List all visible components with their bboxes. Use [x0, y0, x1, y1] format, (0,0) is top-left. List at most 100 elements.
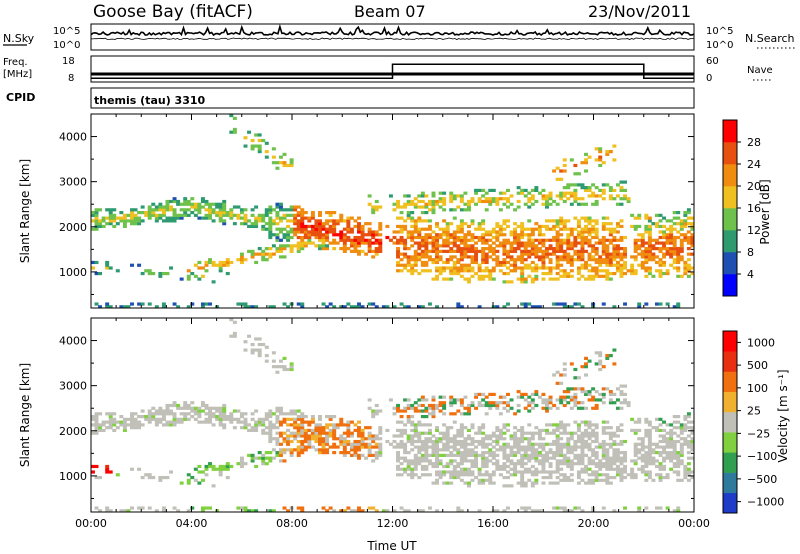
- velocity-cell: [584, 420, 588, 424]
- velocity-cell: [640, 448, 645, 452]
- power-cell: [325, 211, 330, 215]
- velocity-cell: [456, 473, 461, 477]
- power-cell: [647, 247, 652, 251]
- velocity-cell: [559, 506, 564, 510]
- power-cell: [378, 249, 383, 253]
- power-cell: [282, 161, 287, 165]
- power-cell: [552, 249, 557, 253]
- velocity-cell: [399, 506, 404, 510]
- velocity-cell: [424, 445, 429, 449]
- power-cell: [647, 269, 652, 273]
- power-cell: [105, 222, 110, 226]
- velocity-cell: [488, 401, 493, 405]
- power-cell: [137, 219, 142, 223]
- power-cell: [477, 224, 482, 229]
- velocity-cell: [417, 459, 422, 463]
- power-cell: [644, 255, 649, 259]
- power-cell: [222, 219, 227, 223]
- velocity-cell: [296, 448, 301, 452]
- power-cell: [644, 302, 649, 306]
- velocity-cell: [601, 426, 606, 430]
- velocity-cell: [474, 392, 479, 396]
- power-cell: [303, 227, 308, 231]
- velocity-cell: [591, 434, 596, 438]
- power-cell: [261, 258, 266, 262]
- velocity-cell: [427, 423, 432, 427]
- velocity-cell: [584, 392, 588, 396]
- velocity-cell: [364, 437, 369, 441]
- power-cell: [488, 271, 493, 276]
- power-cell: [591, 274, 596, 278]
- velocity-cell: [218, 409, 223, 413]
- power-cell: [200, 197, 205, 201]
- velocity-cell: [403, 451, 408, 455]
- power-cell: [172, 211, 177, 215]
- velocity-cell: [296, 426, 301, 430]
- power-cell: [672, 227, 677, 231]
- power-cell: [431, 205, 436, 209]
- velocity-cell: [289, 434, 294, 438]
- velocity-cell: [91, 415, 95, 419]
- power-cell: [615, 244, 620, 248]
- power-cell: [562, 219, 567, 223]
- velocity-cell: [431, 412, 436, 416]
- velocity-cell: [591, 431, 596, 435]
- velocity-cell: [615, 467, 620, 471]
- power-cell: [509, 263, 514, 267]
- power-cell: [289, 247, 294, 251]
- colorbar-tick-label: −500: [747, 473, 777, 486]
- power-cell: [665, 252, 670, 256]
- power-cell: [431, 247, 436, 251]
- power-cell: [176, 202, 181, 206]
- power-cell: [470, 255, 475, 259]
- power-cell: [580, 247, 585, 251]
- power-cell: [672, 241, 677, 245]
- velocity-cell: [328, 431, 333, 435]
- velocity-cell: [647, 475, 652, 480]
- power-cell: [594, 235, 599, 240]
- velocity-cell: [172, 403, 177, 408]
- power-cell: [466, 224, 471, 229]
- power-cell: [420, 205, 425, 209]
- power-cell: [594, 158, 599, 162]
- power-cell: [264, 150, 269, 154]
- power-cell: [495, 255, 500, 259]
- velocity-cell: [644, 445, 649, 449]
- velocity-cell: [193, 417, 198, 421]
- power-cell: [403, 219, 408, 223]
- power-cell: [520, 302, 525, 306]
- velocity-cell: [427, 428, 432, 433]
- power-cell: [587, 188, 592, 192]
- power-cell: [318, 238, 322, 242]
- power-cell: [413, 269, 418, 273]
- power-cell: [91, 260, 95, 265]
- power-cell: [474, 227, 479, 231]
- power-cell: [534, 305, 539, 308]
- velocity-cell: [523, 456, 528, 460]
- velocity-cell: [172, 412, 177, 416]
- power-cell: [587, 252, 592, 256]
- velocity-cell: [147, 415, 152, 419]
- velocity-cell: [573, 398, 578, 402]
- velocity-cell: [208, 406, 212, 410]
- power-cell: [218, 208, 223, 212]
- power-cell: [278, 202, 283, 206]
- colorbar-swatch: [723, 432, 737, 453]
- power-cell: [215, 263, 220, 267]
- velocity-cell: [115, 420, 120, 424]
- velocity-cell: [126, 417, 131, 421]
- velocity-cell: [527, 478, 532, 482]
- velocity-cell: [545, 409, 549, 413]
- power-cell: [594, 222, 599, 226]
- velocity-cell: [619, 473, 624, 477]
- power-cell: [431, 241, 436, 245]
- power-cell: [520, 230, 525, 234]
- power-cell: [154, 208, 159, 212]
- velocity-cell: [456, 462, 461, 466]
- velocity-cell: [264, 359, 269, 363]
- power-cell: [339, 238, 344, 242]
- velocity-cell: [232, 409, 237, 413]
- velocity-cell: [615, 398, 620, 402]
- power-cell: [410, 271, 415, 276]
